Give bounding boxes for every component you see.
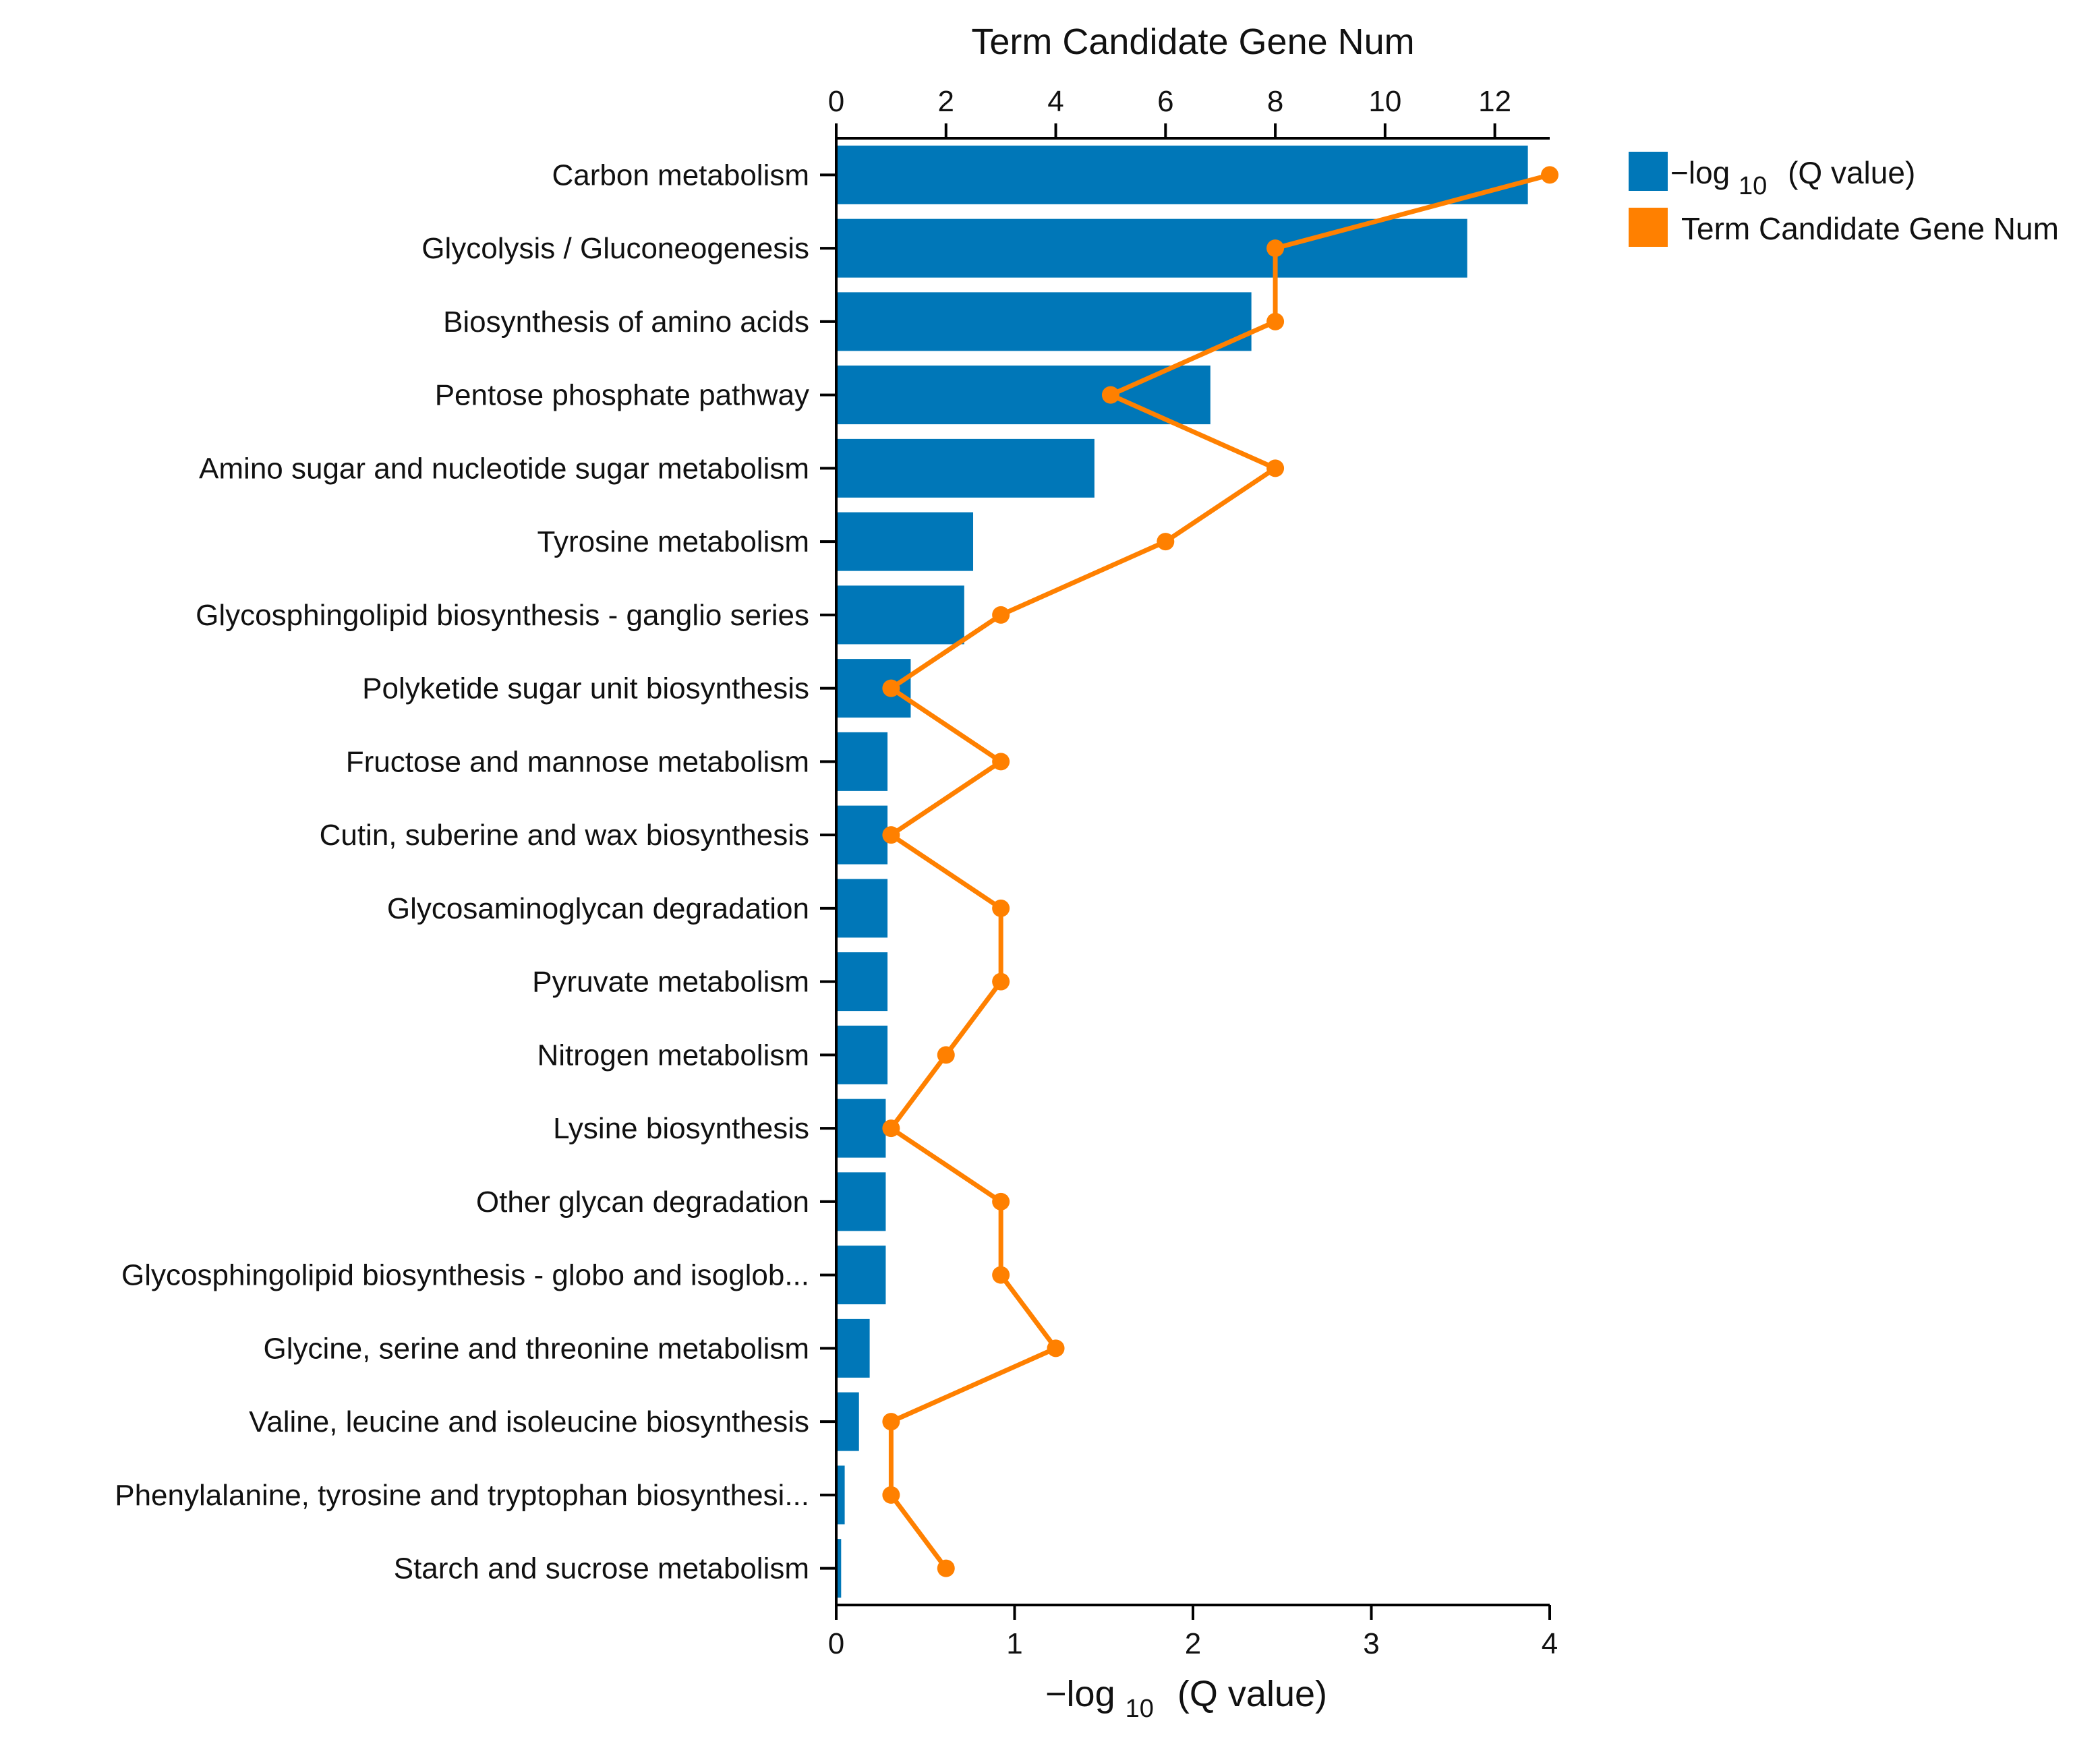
category-label: Glycolysis / Gluconeogenesis bbox=[421, 232, 809, 265]
category-label: Glycosaminoglycan degradation bbox=[387, 892, 809, 925]
legend-swatch-gene-num bbox=[1629, 208, 1668, 247]
x-bottom-tick-label: 1 bbox=[1006, 1627, 1022, 1660]
bar bbox=[838, 732, 888, 791]
gene-num-line bbox=[888, 172, 1550, 1570]
gene-num-point bbox=[882, 1413, 900, 1431]
category-label: Cutin, suberine and wax biosynthesis bbox=[320, 819, 809, 852]
category-label: Other glycan degradation bbox=[476, 1186, 809, 1219]
gene-num-point bbox=[937, 1046, 955, 1064]
category-labels: Carbon metabolism Glycolysis / Gluconeoge… bbox=[115, 158, 836, 1585]
gene-num-point bbox=[992, 972, 1010, 991]
category-label: Glycine, serine and threonine metabolism bbox=[263, 1332, 809, 1365]
category-label: Fructose and mannose metabolism bbox=[346, 745, 809, 778]
category-label: Lysine biosynthesis bbox=[553, 1112, 809, 1145]
x-top-tick-label: 12 bbox=[1478, 85, 1511, 118]
bar bbox=[838, 366, 1211, 425]
gene-num-point bbox=[937, 1559, 955, 1577]
legend-swatch-q-value bbox=[1629, 152, 1668, 191]
category-label: Nitrogen metabolism bbox=[537, 1039, 810, 1072]
gene-num-point bbox=[1266, 312, 1285, 330]
category-label: Valine, leucine and isoleucine biosynthe… bbox=[249, 1405, 809, 1438]
gene-num-point bbox=[882, 826, 900, 844]
gene-num-point bbox=[992, 1266, 1010, 1284]
legend-label-gene-num: Term Candidate Gene Num bbox=[1681, 211, 2059, 246]
category-label: Carbon metabolism bbox=[552, 158, 810, 192]
legend-q-sub: 10 bbox=[1739, 172, 1767, 200]
bar bbox=[838, 1099, 886, 1158]
x-bottom-tick-label: 0 bbox=[828, 1627, 844, 1660]
x-bottom-axis-title-main: −log bbox=[1045, 1674, 1115, 1714]
category-label: Polyketide sugar unit biosynthesis bbox=[362, 672, 809, 705]
bar bbox=[838, 292, 1252, 351]
x-bottom-tick-label: 2 bbox=[1185, 1627, 1201, 1660]
bar bbox=[838, 1392, 859, 1451]
category-label: Pentose phosphate pathway bbox=[435, 379, 809, 412]
bar bbox=[838, 952, 888, 1012]
gene-num-point bbox=[1541, 166, 1558, 184]
category-label: Glycosphingolipid biosynthesis - globo a… bbox=[121, 1259, 809, 1292]
gene-num-point bbox=[992, 899, 1010, 917]
legend: −log 10 (Q value) Term Candidate Gene Nu… bbox=[1629, 152, 2059, 247]
x-bottom-axis-title-tail: (Q value) bbox=[1177, 1674, 1327, 1714]
category-label: Phenylalanine, tyrosine and tryptophan b… bbox=[115, 1479, 809, 1512]
x-bottom-tick-label: 3 bbox=[1363, 1627, 1379, 1660]
x-top-tick-label: 2 bbox=[938, 85, 954, 118]
gene-num-point bbox=[882, 1119, 900, 1138]
gene-num-point bbox=[882, 679, 900, 697]
x-bottom-axis-title: −log 10 (Q value) bbox=[1045, 1674, 1327, 1725]
gene-num-point bbox=[1157, 533, 1175, 551]
x-bottom-ticks: 0 1 2 3 4 bbox=[828, 1605, 1558, 1660]
gene-num-point bbox=[992, 606, 1010, 624]
category-label: Biosynthesis of amino acids bbox=[443, 305, 809, 339]
x-bottom-tick-label: 4 bbox=[1542, 1627, 1558, 1660]
gene-num-point bbox=[1101, 386, 1119, 404]
bar bbox=[838, 1172, 886, 1231]
x-top-tick-label: 0 bbox=[828, 85, 844, 118]
category-label: Amino sugar and nucleotide sugar metabol… bbox=[199, 452, 809, 485]
x-top-tick-label: 4 bbox=[1047, 85, 1063, 118]
category-label: Pyruvate metabolism bbox=[532, 966, 809, 999]
gene-num-point bbox=[992, 1192, 1010, 1210]
bar bbox=[838, 879, 888, 938]
bar bbox=[838, 512, 974, 571]
bar bbox=[838, 585, 964, 645]
x-top-tick-label: 6 bbox=[1157, 85, 1173, 118]
category-label: Starch and sucrose metabolism bbox=[394, 1552, 809, 1585]
category-label: Tyrosine metabolism bbox=[537, 525, 809, 558]
legend-label-q-value: −log 10 (Q value) bbox=[1670, 155, 1915, 201]
category-label: Glycosphingolipid biosynthesis - ganglio… bbox=[196, 599, 809, 632]
legend-q-main: −log bbox=[1670, 155, 1730, 190]
bar bbox=[838, 1246, 886, 1305]
bar-series bbox=[838, 145, 1528, 1598]
bar bbox=[838, 1539, 842, 1598]
bar bbox=[838, 805, 888, 865]
x-bottom-axis-title-sub: 10 bbox=[1126, 1695, 1154, 1723]
gene-num-point bbox=[1266, 239, 1285, 258]
bar bbox=[838, 438, 1095, 498]
bar bbox=[838, 145, 1528, 204]
bar bbox=[838, 1465, 845, 1525]
bar bbox=[838, 1318, 870, 1378]
x-top-ticks: 0 2 4 6 8 10 12 bbox=[828, 85, 1511, 138]
line-series bbox=[882, 166, 1558, 1577]
bar bbox=[838, 1025, 888, 1084]
gene-num-point bbox=[992, 753, 1010, 771]
gene-num-point bbox=[1266, 459, 1285, 477]
x-top-axis-title: Term Candidate Gene Num bbox=[971, 22, 1414, 62]
x-top-tick-label: 10 bbox=[1368, 85, 1401, 118]
gene-num-point bbox=[882, 1486, 900, 1504]
gene-num-point bbox=[1047, 1339, 1065, 1357]
legend-q-tail: (Q value) bbox=[1788, 155, 1915, 190]
bar bbox=[838, 218, 1467, 278]
x-top-tick-label: 8 bbox=[1267, 85, 1283, 118]
